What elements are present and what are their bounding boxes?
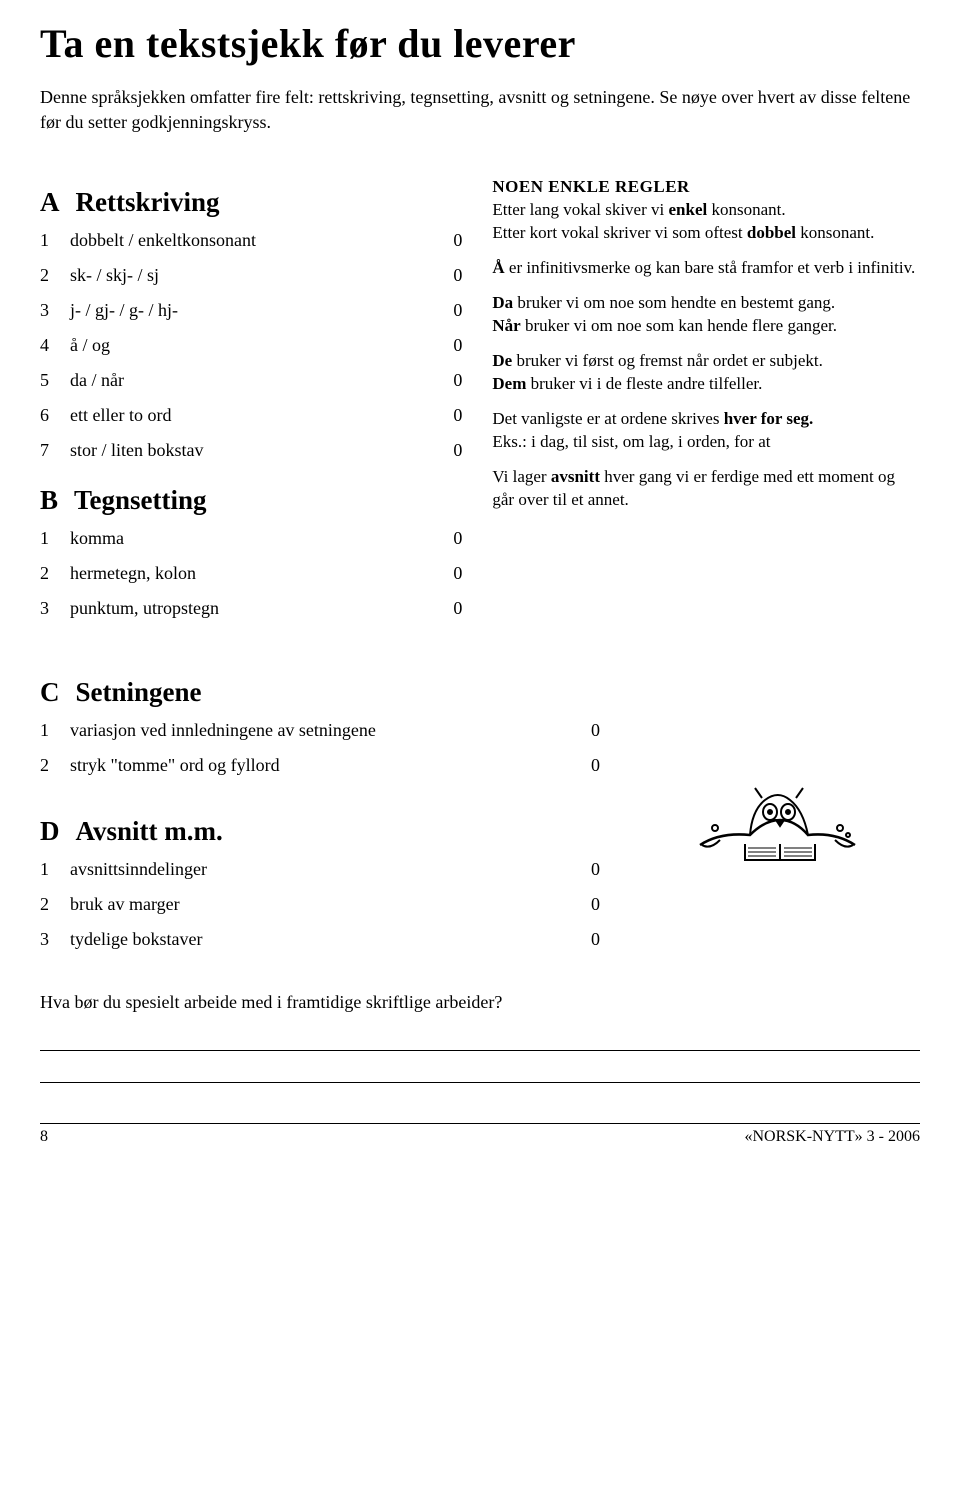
intro-text: Denne språksjekken omfatter fire felt: r… xyxy=(40,85,920,135)
list-item: 3tydelige bokstaver0 xyxy=(40,929,600,950)
section-title: Setningene xyxy=(76,677,202,708)
list-item: 4å / og0 xyxy=(40,335,462,356)
page-number: 8 xyxy=(40,1128,48,1146)
question-text: Hva bør du spesielt arbeide med i framti… xyxy=(40,992,920,1013)
item-label: hermetegn, kolon xyxy=(70,563,438,584)
item-zero: 0 xyxy=(438,405,462,426)
list-item: 2sk- / skj- / sj0 xyxy=(40,265,462,286)
page-footer: 8 «NORSK-NYTT» 3 - 2006 xyxy=(40,1123,920,1146)
section-letter: C xyxy=(40,677,60,708)
section-title: Avsnitt m.m. xyxy=(76,816,223,847)
item-zero: 0 xyxy=(438,335,462,356)
item-num: 3 xyxy=(40,929,70,950)
item-zero: 0 xyxy=(438,598,462,619)
list-item: 3j- / gj- / g- / hj-0 xyxy=(40,300,462,321)
rules-heading: NOEN ENKLE REGLER xyxy=(492,177,920,197)
item-label: bruk av marger xyxy=(70,894,576,915)
item-zero: 0 xyxy=(576,859,600,880)
item-label: dobbelt / enkeltkonsonant xyxy=(70,230,438,251)
item-label: stor / liten bokstav xyxy=(70,440,438,461)
item-label: da / når xyxy=(70,370,438,391)
owl-icon xyxy=(690,740,860,880)
item-zero: 0 xyxy=(438,563,462,584)
list-item: 1avsnittsinndelinger0 xyxy=(40,859,600,880)
item-label: punktum, utropstegn xyxy=(70,598,438,619)
list-item: 3punktum, utropstegn0 xyxy=(40,598,462,619)
item-num: 1 xyxy=(40,859,70,880)
list-item: 1dobbelt / enkeltkonsonant0 xyxy=(40,230,462,251)
section-c-head: C Setningene xyxy=(40,677,920,708)
section-letter: D xyxy=(40,816,60,847)
item-zero: 0 xyxy=(576,720,600,741)
rule-text: Vi lager avsnitt hver gang vi er ferdige… xyxy=(492,466,920,512)
item-label: j- / gj- / g- / hj- xyxy=(70,300,438,321)
item-label: avsnittsinndelinger xyxy=(70,859,576,880)
answer-line xyxy=(40,1023,920,1051)
publication-ref: «NORSK-NYTT» 3 - 2006 xyxy=(744,1128,920,1146)
item-zero: 0 xyxy=(438,265,462,286)
list-item: 5da / når0 xyxy=(40,370,462,391)
item-label: sk- / skj- / sj xyxy=(70,265,438,286)
list-item: 2stryk "tomme" ord og fyllord0 xyxy=(40,755,600,776)
item-num: 2 xyxy=(40,894,70,915)
item-zero: 0 xyxy=(438,440,462,461)
section-a-head: A Rettskriving xyxy=(40,187,462,218)
section-letter: A xyxy=(40,187,60,218)
item-num: 3 xyxy=(40,598,70,619)
section-b-head: B Tegnsetting xyxy=(40,485,462,516)
item-num: 7 xyxy=(40,440,70,461)
list-item: 1komma0 xyxy=(40,528,462,549)
item-zero: 0 xyxy=(576,929,600,950)
item-zero: 0 xyxy=(576,755,600,776)
section-letter: B xyxy=(40,485,58,516)
item-zero: 0 xyxy=(438,370,462,391)
item-num: 2 xyxy=(40,563,70,584)
item-num: 2 xyxy=(40,265,70,286)
item-label: variasjon ved innledningene av setningen… xyxy=(70,720,576,741)
list-item: 2bruk av marger0 xyxy=(40,894,600,915)
item-num: 5 xyxy=(40,370,70,391)
section-title: Tegnsetting xyxy=(74,485,207,516)
item-label: ett eller to ord xyxy=(70,405,438,426)
item-num: 6 xyxy=(40,405,70,426)
item-zero: 0 xyxy=(438,230,462,251)
item-num: 1 xyxy=(40,720,70,741)
item-zero: 0 xyxy=(576,894,600,915)
rule-text: Det vanligste er at ordene skrives hver … xyxy=(492,408,920,454)
item-num: 1 xyxy=(40,528,70,549)
item-num: 4 xyxy=(40,335,70,356)
section-title: Rettskriving xyxy=(76,187,220,218)
rules-panel: NOEN ENKLE REGLER Etter lang vokal skive… xyxy=(492,177,920,633)
rule-text: Å er infinitivsmerke og kan bare stå fra… xyxy=(492,257,920,280)
answer-line xyxy=(40,1055,920,1083)
item-num: 2 xyxy=(40,755,70,776)
list-item: 6ett eller to ord0 xyxy=(40,405,462,426)
item-num: 1 xyxy=(40,230,70,251)
rule-text: Etter lang vokal skiver vi enkel konsona… xyxy=(492,199,920,245)
item-label: stryk "tomme" ord og fyllord xyxy=(70,755,576,776)
list-item: 7stor / liten bokstav0 xyxy=(40,440,462,461)
item-label: å / og xyxy=(70,335,438,356)
item-zero: 0 xyxy=(438,300,462,321)
section-a-items: 1dobbelt / enkeltkonsonant0 2sk- / skj- … xyxy=(40,230,462,461)
item-num: 3 xyxy=(40,300,70,321)
page-title: Ta en tekstsjekk før du leverer xyxy=(40,20,920,67)
item-label: tydelige bokstaver xyxy=(70,929,576,950)
section-b-items: 1komma0 2hermetegn, kolon0 3punktum, utr… xyxy=(40,528,462,619)
item-label: komma xyxy=(70,528,438,549)
item-zero: 0 xyxy=(438,528,462,549)
list-item: 1variasjon ved innledningene av setninge… xyxy=(40,720,600,741)
list-item: 2hermetegn, kolon0 xyxy=(40,563,462,584)
rule-text: Da bruker vi om noe som hendte en bestem… xyxy=(492,292,920,338)
rule-text: De bruker vi først og fremst når ordet e… xyxy=(492,350,920,396)
